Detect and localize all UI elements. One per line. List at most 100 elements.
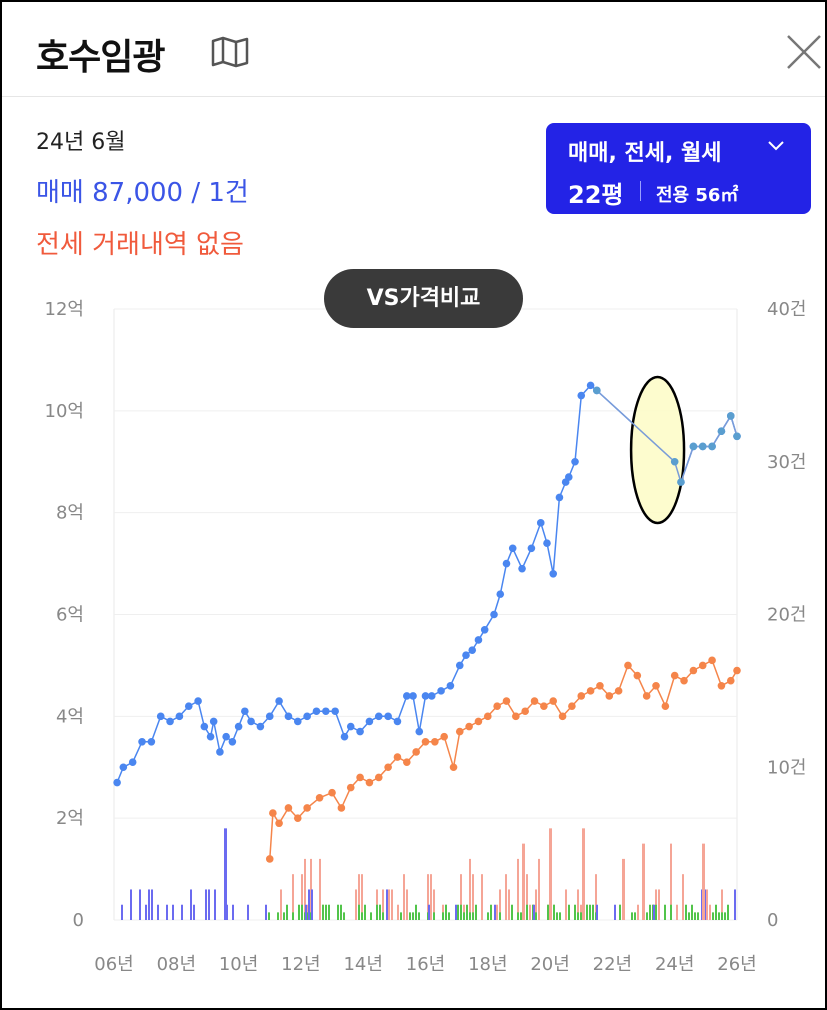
- volume-bar-jeonse: [517, 858, 519, 920]
- volume-bar-rent: [298, 904, 300, 920]
- sale-point-highlighted: [733, 432, 741, 441]
- volume-bar-spike: [549, 828, 552, 920]
- volume-bar-rent: [655, 904, 657, 920]
- jeonse-point: [412, 748, 420, 756]
- jeonse-point: [568, 702, 576, 710]
- volume-bar-rent: [292, 912, 294, 920]
- jeonse-point: [493, 702, 501, 710]
- volume-bar-rent: [580, 912, 582, 920]
- x-tick-label: 12년: [281, 954, 320, 975]
- jeonse-point: [449, 763, 458, 772]
- volume-bar-sale: [148, 889, 150, 920]
- volume-bar-rent: [418, 912, 420, 920]
- sale-point-highlighted: [593, 386, 601, 395]
- y-tick-label-right: 40건: [767, 299, 806, 320]
- volume-bar-sale: [428, 904, 430, 920]
- sale-point: [455, 661, 464, 670]
- sale-point: [549, 569, 558, 578]
- volume-bar-sale: [172, 904, 174, 920]
- jeonse-point: [403, 758, 411, 766]
- sale-point: [293, 717, 302, 726]
- volume-bar-sale: [181, 904, 183, 920]
- sale-point: [113, 778, 121, 787]
- jeonse-point: [265, 855, 274, 863]
- volume-bar-jeonse: [319, 858, 321, 920]
- jeonse-point: [269, 809, 277, 817]
- jeonse-point: [346, 783, 355, 792]
- x-tick-label: 10년: [219, 954, 258, 975]
- volume-bar-sale: [308, 889, 310, 920]
- sale-point: [480, 625, 489, 634]
- panel-header: 호수임광: [2, 2, 825, 97]
- sale-point: [555, 493, 564, 502]
- volume-bar-rent: [370, 912, 372, 920]
- volume-bar-jeonse: [433, 889, 435, 920]
- sale-point: [356, 727, 364, 736]
- volume-bar-jeonse: [709, 904, 711, 920]
- jeonse-point: [465, 722, 473, 731]
- jeonse-point: [393, 753, 402, 761]
- volume-bar-sale: [208, 889, 210, 920]
- sale-point: [194, 697, 202, 705]
- volume-bar-jeonse: [430, 874, 432, 920]
- volume-bar-rent: [286, 904, 288, 920]
- exclusive-area: 전용 56㎡: [656, 185, 739, 206]
- selected-period: 24년 6월: [36, 130, 126, 155]
- volume-bar-jeonse: [481, 874, 483, 920]
- highlight-circle: [629, 375, 686, 525]
- map-icon[interactable]: [210, 36, 250, 68]
- jeonse-point: [680, 676, 688, 685]
- volume-bar-jeonse: [721, 889, 723, 920]
- volume-bar-jeonse: [682, 874, 684, 920]
- jeonse-point: [605, 692, 614, 700]
- complex-title: 호수임광: [36, 37, 165, 78]
- jeonse-point: [689, 666, 698, 675]
- sale-point: [256, 722, 265, 731]
- volume-bar-rent: [463, 912, 465, 920]
- volume-bar-rent: [376, 904, 378, 920]
- volume-bar-jeonse: [427, 874, 429, 920]
- jeonse-point: [484, 712, 492, 721]
- volume-bar-rent: [694, 912, 696, 920]
- sale-point: [508, 544, 517, 553]
- jeonse-point: [698, 661, 707, 670]
- sale-point-highlighted: [726, 412, 735, 420]
- volume-bar-sale: [205, 889, 207, 920]
- volume-bar-rent: [445, 904, 447, 920]
- volume-bar-rent: [511, 904, 513, 920]
- x-tick-label: 26년: [717, 954, 756, 975]
- y-tick-label-left: 6억: [56, 605, 84, 626]
- volume-bar-rent: [589, 904, 591, 920]
- jeonse-point: [549, 697, 558, 705]
- sale-point: [384, 712, 392, 721]
- jeonse-point: [356, 773, 364, 782]
- y-tick-label-right: 10건: [767, 757, 806, 778]
- volume-bar-jeonse: [505, 874, 507, 920]
- volume-bar-rent: [559, 912, 561, 920]
- sale-point: [490, 610, 498, 619]
- volume-bar-spike: [224, 828, 227, 920]
- transaction-filter-button[interactable]: 매매, 전세, 월세 22평 전용 56㎡: [546, 123, 811, 214]
- sale-point: [156, 712, 165, 721]
- sale-point: [543, 539, 551, 548]
- volume-bar-rent: [592, 904, 594, 920]
- volume-bar-rent: [379, 904, 381, 920]
- jeonse-point: [652, 681, 660, 690]
- jeonse-point: [303, 804, 311, 812]
- x-tick-label: 24년: [655, 954, 694, 975]
- filter-divider: [640, 181, 641, 201]
- pyeong-size: 22평: [568, 181, 624, 209]
- volume-bar-rent: [556, 912, 558, 920]
- volume-bar-jeonse: [406, 889, 408, 920]
- close-icon[interactable]: [784, 32, 824, 72]
- sale-point: [564, 473, 573, 481]
- volume-bar-sale: [247, 904, 249, 920]
- sale-point: [222, 732, 230, 741]
- sale-point: [216, 748, 224, 756]
- volume-bar-rent: [688, 912, 690, 920]
- sale-point: [468, 646, 477, 654]
- volume-bar-jeonse: [358, 874, 360, 920]
- volume-bar-sale: [533, 904, 535, 920]
- vs-compare-button[interactable]: VS가격비교: [324, 269, 523, 328]
